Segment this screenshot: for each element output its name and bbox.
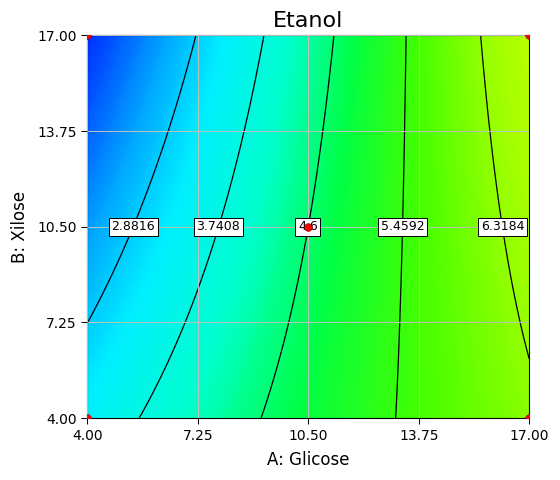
X-axis label: A: Glicose: A: Glicose	[267, 451, 349, 469]
Text: 6.3184: 6.3184	[481, 220, 524, 233]
Text: 3.7408: 3.7408	[197, 220, 240, 233]
Text: 2.8816: 2.8816	[111, 220, 155, 233]
Y-axis label: B: Xilose: B: Xilose	[11, 191, 29, 263]
Text: 4.6: 4.6	[298, 220, 318, 233]
Title: Etanol: Etanol	[273, 11, 343, 31]
Text: 5.4592: 5.4592	[381, 220, 424, 233]
